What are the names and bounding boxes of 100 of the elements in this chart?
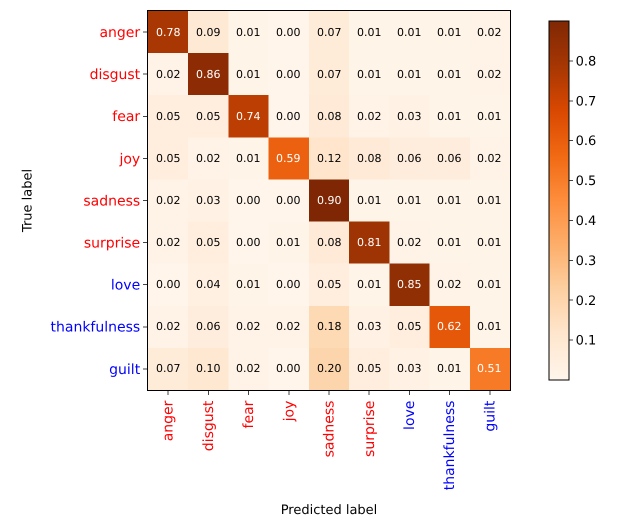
y-tick-label: anger <box>99 24 140 41</box>
y-tick-label: surprise <box>84 236 140 252</box>
data-label: 0.03 <box>397 110 422 123</box>
data-label: 0.00 <box>276 278 300 291</box>
y-tick-label: sadness <box>83 193 140 210</box>
data-label: 0.01 <box>477 194 502 207</box>
x-tick-label: joy <box>281 400 298 422</box>
data-label: 0.04 <box>196 278 220 291</box>
data-label: 0.51 <box>477 362 502 375</box>
data-label: 0.08 <box>357 152 382 165</box>
data-label: 0.10 <box>196 362 220 375</box>
y-tick-label: disgust <box>90 67 141 84</box>
data-label: 0.03 <box>357 320 382 333</box>
data-label: 0.05 <box>357 362 382 375</box>
data-label: 0.78 <box>156 26 180 39</box>
data-label: 0.02 <box>477 152 502 165</box>
data-label: 0.03 <box>196 194 220 207</box>
data-label: 0.05 <box>397 320 422 333</box>
data-label: 0.05 <box>317 278 342 291</box>
x-tick-label: disgust <box>200 400 217 452</box>
data-label: 0.01 <box>276 236 300 249</box>
data-label: 0.00 <box>276 110 300 123</box>
color-bar-label: 0.1 <box>576 334 596 349</box>
data-label: 0.02 <box>156 320 180 333</box>
data-label: 0.12 <box>317 152 342 165</box>
data-label: 0.01 <box>397 26 422 39</box>
color-bar-label: 0.7 <box>576 94 596 110</box>
x-axis-title: Predicted label <box>280 502 378 518</box>
data-label: 0.02 <box>196 152 220 165</box>
data-label: 0.01 <box>357 26 382 39</box>
data-label: 0.05 <box>156 152 180 165</box>
data-label: 0.07 <box>317 68 342 81</box>
data-label: 0.01 <box>477 236 502 249</box>
data-label: 0.01 <box>236 68 260 81</box>
data-label: 0.07 <box>156 362 180 375</box>
data-label: 0.01 <box>236 278 260 291</box>
data-label: 0.02 <box>156 68 180 81</box>
x-tick-label: fear <box>241 400 258 428</box>
y-tick-label: love <box>110 278 140 294</box>
data-label: 0.86 <box>196 68 220 81</box>
data-label: 0.01 <box>236 26 260 39</box>
data-label: 0.00 <box>276 194 300 207</box>
color-bar-label: 0.6 <box>576 134 596 150</box>
data-label: 0.07 <box>317 26 342 39</box>
data-label: 0.05 <box>196 110 220 123</box>
data-label: 0.00 <box>236 236 260 249</box>
data-label: 0.01 <box>477 320 502 333</box>
data-label: 0.09 <box>196 26 220 39</box>
data-label: 0.01 <box>437 236 462 249</box>
data-label: 0.08 <box>317 236 342 249</box>
x-tick-label: anger <box>160 400 177 442</box>
data-label: 0.02 <box>156 194 180 207</box>
data-label: 0.01 <box>236 152 260 165</box>
color-bar-label: 0.8 <box>576 54 596 70</box>
data-label: 0.02 <box>437 278 462 291</box>
y-tick-label: fear <box>112 109 140 126</box>
data-label: 0.06 <box>397 152 422 165</box>
data-label: 0.20 <box>317 362 342 375</box>
data-label: 0.03 <box>397 362 422 375</box>
color-bar-label: 0.2 <box>576 294 596 309</box>
data-label: 0.00 <box>236 194 260 207</box>
data-label: 0.18 <box>317 320 342 333</box>
data-label: 0.00 <box>156 278 180 291</box>
data-label: 0.90 <box>317 194 342 207</box>
data-label: 0.00 <box>276 26 300 39</box>
data-label: 0.01 <box>357 278 382 291</box>
x-tick-label: sadness <box>322 400 338 458</box>
data-label: 0.81 <box>357 236 382 249</box>
data-label: 0.85 <box>397 278 422 291</box>
data-label: 0.05 <box>196 236 220 249</box>
data-label: 0.02 <box>477 26 502 39</box>
data-label: 0.02 <box>156 236 180 249</box>
color-bar-label: 0.4 <box>576 214 596 229</box>
data-label: 0.01 <box>397 68 422 81</box>
data-label: 0.02 <box>236 362 260 375</box>
color-bar-label: 0.3 <box>576 254 596 269</box>
data-label: 0.06 <box>196 320 220 333</box>
data-label: 0.02 <box>397 236 422 249</box>
y-tick-label: thankfulness <box>50 320 140 336</box>
y-tick-label: joy <box>118 151 140 168</box>
data-label: 0.01 <box>437 194 462 207</box>
data-label: 0.01 <box>397 194 422 207</box>
data-label: 0.01 <box>437 26 462 39</box>
data-label: 0.59 <box>276 152 300 165</box>
data-label: 0.06 <box>437 152 462 165</box>
x-tick-label: love <box>402 400 418 430</box>
data-label: 0.05 <box>156 110 180 123</box>
data-label: 0.02 <box>236 320 260 333</box>
y-tick-label: guilt <box>109 362 141 378</box>
data-label: 0.02 <box>477 68 502 81</box>
data-label: 0.01 <box>357 194 382 207</box>
data-label: 0.01 <box>437 110 462 123</box>
color-bar-label: 0.5 <box>576 174 596 190</box>
data-label: 0.00 <box>276 68 300 81</box>
data-label: 0.74 <box>236 110 260 123</box>
data-label: 0.01 <box>437 68 462 81</box>
x-tick-label: thankfulness <box>442 400 458 490</box>
data-label: 0.01 <box>357 68 382 81</box>
data-label: 0.01 <box>437 362 462 375</box>
data-label: 0.62 <box>437 320 462 333</box>
